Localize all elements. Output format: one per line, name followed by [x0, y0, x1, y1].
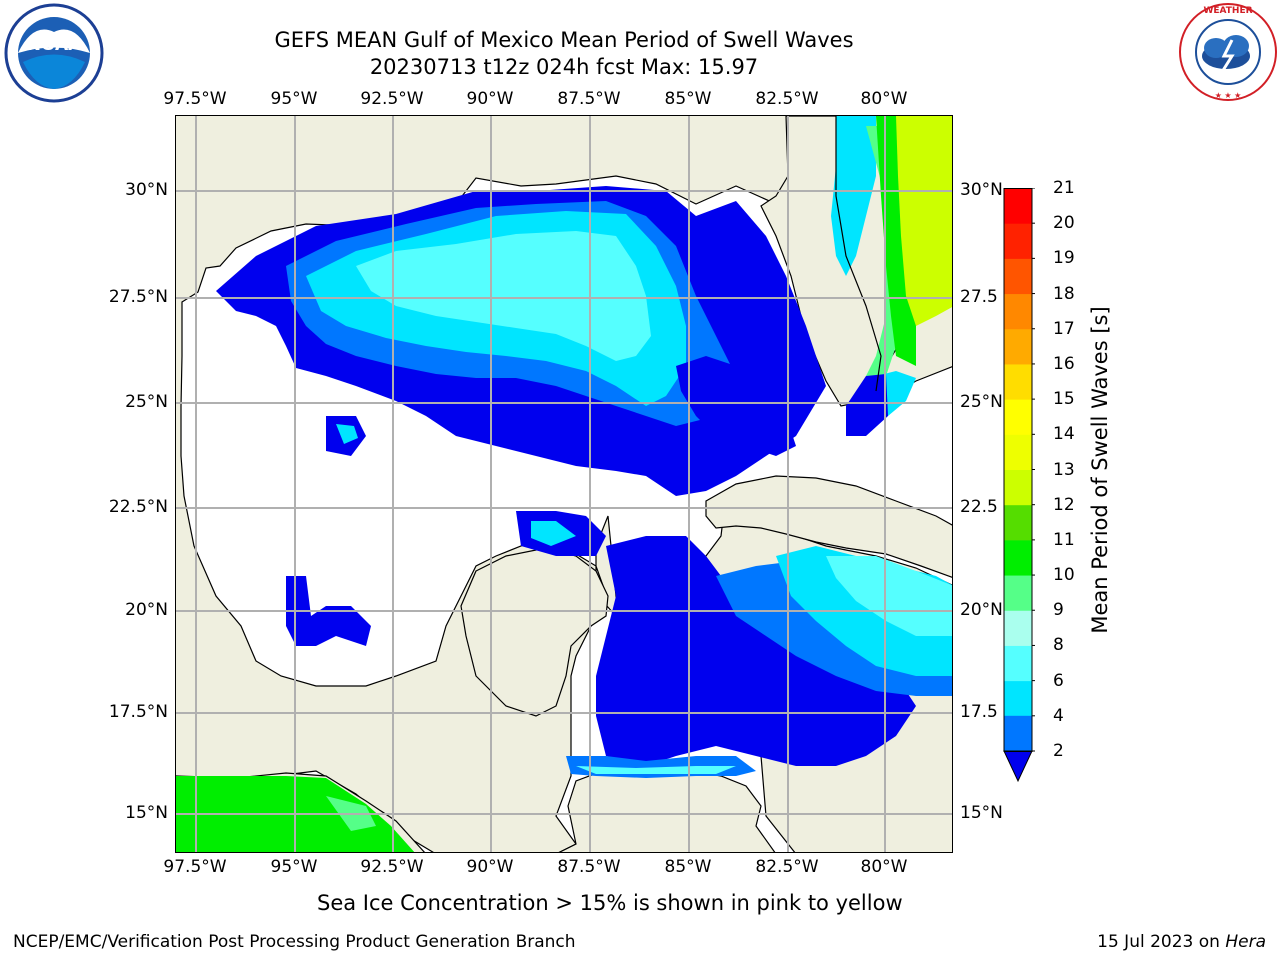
lon-label-top: 90°W	[466, 89, 514, 109]
lon-label-bottom: 95°W	[270, 857, 318, 877]
colorbar-canvas	[1003, 187, 1035, 783]
colorbar-tick-label: 16	[1053, 353, 1075, 374]
lat-label-right: 30°N	[960, 180, 1003, 200]
colorbar-label: Mean Period of Swell Waves [s]	[1088, 306, 1112, 634]
colorbar-tick-label: 12	[1053, 494, 1075, 515]
map-panel	[175, 115, 953, 853]
colorbar-segment	[1004, 610, 1032, 646]
lat-label-left: 17.5°N	[108, 702, 168, 722]
colorbar-segment	[1004, 399, 1032, 435]
footer-date-text: 15 Jul 2023 on	[1097, 932, 1226, 952]
lat-label-left: 22.5°N	[108, 497, 168, 517]
colorbar-segment	[1004, 504, 1032, 541]
colorbar-tick-label: 6	[1053, 670, 1064, 691]
lat-label-left: 30°N	[125, 180, 168, 200]
colorbar-tick-label: 20	[1053, 213, 1075, 234]
footer-date: 15 Jul 2023 on Hera	[1097, 932, 1266, 952]
lon-label-top: 92.5°W	[360, 89, 424, 109]
noaa-logo-text: NOAA	[27, 35, 82, 55]
lat-label-right: 25°N	[960, 392, 1003, 412]
noaa-logo: NOAA	[3, 2, 105, 108]
colorbar-tick-label: 10	[1053, 565, 1075, 586]
lat-label-right: 27.5	[960, 287, 998, 307]
map-canvas	[176, 116, 952, 852]
lon-label-top: 82.5°W	[755, 89, 819, 109]
colorbar-tick-label: 13	[1053, 459, 1075, 480]
colorbar-tick-label: 11	[1053, 529, 1075, 550]
lat-label-left: 20°N	[125, 600, 168, 620]
lon-label-bottom: 92.5°W	[360, 857, 424, 877]
colorbar-segment	[1004, 258, 1032, 295]
colorbar-tick-label: 15	[1053, 389, 1075, 410]
lat-label-left: 27.5°N	[108, 287, 168, 307]
colorbar-segment	[1004, 188, 1032, 224]
lon-label-bottom: 82.5°W	[755, 857, 819, 877]
colorbar-segment	[1004, 680, 1032, 717]
colorbar-segment	[1004, 328, 1032, 365]
colorbar-tick-label: 21	[1053, 178, 1075, 198]
svg-text:★ ★ ★: ★ ★ ★	[1215, 91, 1242, 100]
colorbar-extend-arrow	[1003, 750, 1033, 783]
footer-host: Hera	[1225, 932, 1266, 952]
colorbar-tick-label: 19	[1053, 248, 1075, 269]
colorbar-tick-label: 18	[1053, 283, 1075, 304]
colorbar-segment	[1004, 363, 1032, 400]
colorbar-segment	[1004, 223, 1032, 259]
nws-logo: WEATHER ★ ★ ★	[1176, 0, 1280, 108]
nws-logo-icon: WEATHER ★ ★ ★	[1179, 3, 1277, 101]
lon-label-top: 95°W	[270, 89, 318, 109]
lon-label-top: 97.5°W	[163, 89, 227, 109]
colorbar-tick-label: 14	[1053, 424, 1075, 445]
lon-label-top: 85°W	[664, 89, 712, 109]
colorbar-tick-label: 2	[1053, 741, 1064, 761]
colorbar-segment	[1004, 575, 1032, 611]
lon-label-bottom: 90°W	[466, 857, 514, 877]
lat-label-right: 20°N	[960, 600, 1003, 620]
sea-ice-note: Sea Ice Concentration > 15% is shown in …	[317, 891, 903, 915]
colorbar-segment	[1004, 539, 1032, 576]
lat-label-right: 22.5	[960, 497, 998, 517]
cuba-land	[705, 475, 952, 578]
lon-label-bottom: 87.5°W	[557, 857, 621, 877]
colorbar-segment	[1004, 434, 1032, 470]
graticule	[176, 116, 952, 852]
colorbar-segment	[1004, 293, 1032, 330]
lon-label-bottom: 97.5°W	[163, 857, 227, 877]
chart-subtitle: 20230713 t12z 024h fcst Max: 15.97	[369, 55, 759, 79]
footer-credit: NCEP/EMC/Verification Post Processing Pr…	[13, 932, 576, 952]
colorbar-segment	[1004, 645, 1032, 682]
lon-label-bottom: 85°W	[664, 857, 712, 877]
swell-period-field	[176, 116, 952, 852]
colorbar-segment	[1004, 469, 1032, 506]
lat-label-left: 15°N	[125, 803, 168, 823]
colorbar-segment	[1004, 715, 1032, 751]
svg-text:WEATHER: WEATHER	[1203, 6, 1252, 16]
colorbar-tick-label: 4	[1053, 705, 1064, 726]
noaa-logo-icon: NOAA	[4, 3, 104, 103]
colorbar-tick-label: 8	[1053, 635, 1064, 656]
lat-label-right: 17.5	[960, 702, 998, 722]
lon-label-top: 80°W	[860, 89, 908, 109]
colorbar-tick-label: 17	[1053, 318, 1075, 339]
lon-label-top: 87.5°W	[557, 89, 621, 109]
colorbar	[1003, 187, 1035, 787]
colorbar-tick-label: 9	[1053, 600, 1064, 621]
chart-title: GEFS MEAN Gulf of Mexico Mean Period of …	[274, 28, 854, 52]
lat-label-right: 15°N	[960, 803, 1003, 823]
lat-label-left: 25°N	[125, 392, 168, 412]
lon-label-bottom: 80°W	[860, 857, 908, 877]
